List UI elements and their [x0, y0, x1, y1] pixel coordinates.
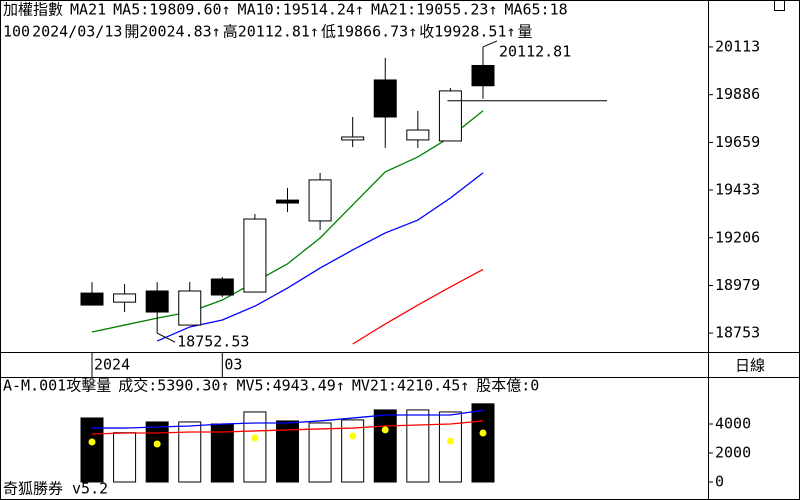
- volume-bar: [373, 409, 397, 483]
- header-item: 量: [518, 23, 533, 41]
- header-item: 開20024.83↑: [124, 23, 220, 41]
- y-tick-label: 0: [715, 473, 724, 491]
- y-tick-label: 4000: [715, 414, 751, 432]
- y-tick-label: 19206: [715, 228, 760, 246]
- volume-bar: [308, 422, 332, 483]
- candle-body: [341, 136, 365, 141]
- indicator-line: [92, 409, 484, 429]
- volume-bar: [438, 411, 462, 483]
- low-annotation: 18752.53: [177, 333, 249, 351]
- volume-marker: [251, 434, 259, 442]
- header-item: 100: [3, 23, 30, 41]
- x-tick-label: 03: [224, 356, 242, 374]
- header-item: 2024/03/13: [32, 23, 122, 41]
- y-tick-label: 19659: [715, 133, 760, 151]
- candle-body: [308, 179, 332, 222]
- candle-body: [471, 64, 495, 87]
- y-tick-label: 19886: [715, 85, 760, 103]
- candle-body: [145, 290, 169, 313]
- candle-body: [178, 290, 202, 326]
- annotation-leader: [482, 40, 498, 48]
- indicator-line: [156, 172, 484, 342]
- volume-bar: [210, 423, 234, 483]
- volume-bar: [145, 421, 169, 483]
- header-item: 低19866.73↑: [321, 23, 417, 41]
- indicator-line: [352, 268, 484, 345]
- header-item: MA65:18: [504, 1, 567, 19]
- header-item: MA21: [70, 1, 106, 19]
- header-item: MA5:19809.60↑: [113, 1, 230, 19]
- y-tick-label: 18979: [715, 276, 760, 294]
- candle-body: [80, 292, 104, 306]
- header-item: MA10:19514.24↑: [238, 1, 364, 19]
- y-tick-label: 19433: [715, 180, 760, 198]
- high-annotation: 20112.81: [499, 42, 571, 60]
- volume-bar: [341, 419, 365, 483]
- volume-bar: [406, 409, 430, 483]
- header-item: 收19928.51↑: [419, 23, 515, 41]
- volume-header-item: 成交:5390.30↑: [118, 377, 229, 395]
- header: 加權指數 MA21 MA5:19809.60↑ MA10:19514.24↑ MA21:…: [3, 1, 568, 41]
- header-item: MA21:19055.23↑: [371, 1, 497, 19]
- window-button[interactable]: [774, 0, 785, 11]
- period-label: 日線: [735, 357, 765, 375]
- volume-bar: [243, 411, 267, 483]
- volume-bar: [276, 420, 299, 483]
- annotation-leader: [156, 332, 176, 343]
- candle-body: [113, 293, 137, 303]
- volume-marker: [88, 438, 96, 446]
- x-tick-label: 2024: [94, 356, 130, 374]
- candle-body: [406, 129, 430, 141]
- footer: 奇狐勝券 v5.2: [3, 480, 108, 498]
- volume-marker: [153, 440, 161, 448]
- volume-bar: [113, 432, 137, 483]
- candle-body: [373, 79, 397, 118]
- candle-body: [438, 90, 462, 142]
- candle-body: [243, 218, 267, 293]
- header-item: 加權指數: [3, 1, 63, 19]
- y-tick-label: 18753: [715, 324, 760, 342]
- volume-header-item: MV5:4943.49↑: [237, 377, 345, 395]
- volume-header-item: 股本億:0: [476, 377, 539, 395]
- y-tick-label: 2000: [715, 443, 751, 461]
- volume-bar: [471, 403, 495, 483]
- volume-marker: [446, 437, 454, 445]
- volume-marker: [349, 432, 357, 440]
- volume-header-item: MV21:4210.45↑: [352, 377, 469, 395]
- candle-body: [210, 278, 234, 296]
- header-item: 高20112.81↑: [223, 23, 319, 41]
- y-tick-label: 20113: [715, 37, 760, 55]
- indicator-line: [91, 420, 484, 435]
- candle-body: [276, 199, 299, 204]
- volume-bar: [178, 421, 202, 483]
- volume-marker: [479, 429, 487, 437]
- volume-header-item: A-M.001攻擊量: [3, 377, 111, 395]
- volume-marker: [381, 426, 389, 434]
